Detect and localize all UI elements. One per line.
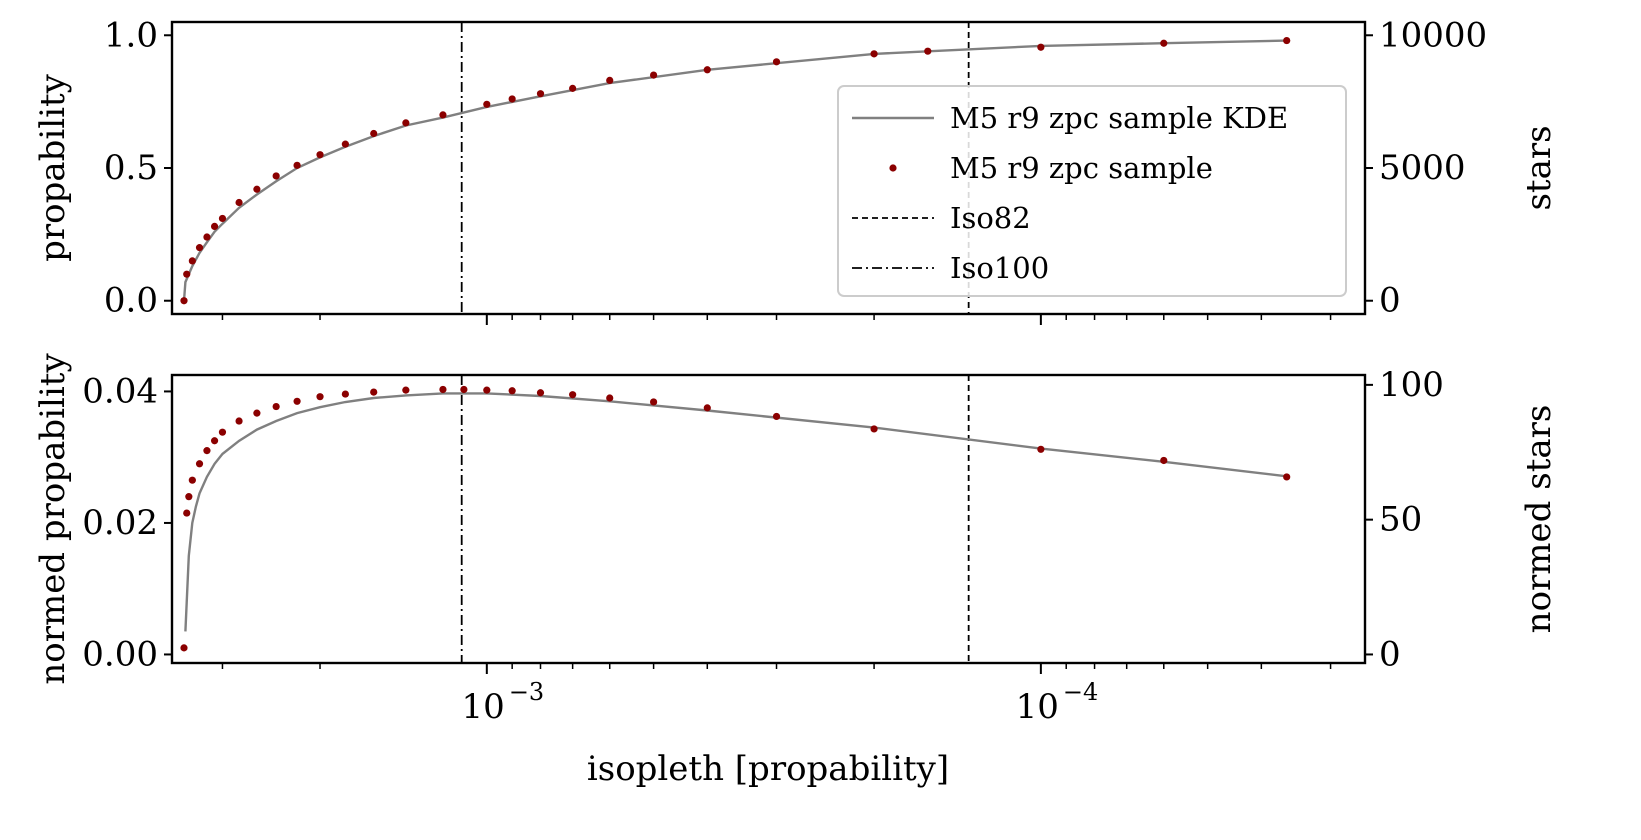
y-axis-right-label: stars (1519, 125, 1559, 210)
sample-point (649, 71, 658, 79)
legend-label: M5 r9 zpc sample KDE (950, 101, 1288, 135)
sample-point (1283, 36, 1291, 45)
ytick-label: 0.04 (82, 371, 158, 411)
ytick-label: 0.00 (82, 634, 158, 674)
sample-point (218, 428, 227, 436)
sample-point (439, 111, 447, 119)
sample-point (195, 460, 204, 468)
sample-point (649, 398, 658, 406)
ytick-right-label: 100 (1379, 365, 1444, 405)
ytick-right-label: 0 (1379, 634, 1401, 674)
y-axis-label: propability (33, 73, 73, 262)
ytick-label: 1.0 (104, 15, 158, 55)
sample-point (1037, 43, 1045, 51)
sample-point (460, 385, 468, 394)
sample-point (402, 119, 410, 127)
xtick-label: 10 (1016, 687, 1059, 727)
sample-point (772, 412, 781, 421)
sample-point (218, 214, 227, 223)
sample-point (703, 66, 711, 74)
sample-point (870, 425, 878, 433)
sample-point (569, 391, 577, 399)
sample-point (180, 297, 188, 305)
sample-point (188, 257, 196, 265)
sample-point (1160, 456, 1168, 465)
sample-point (703, 404, 711, 412)
xtick-base: 10 (1016, 687, 1059, 727)
xtick-exponent: −4 (1063, 678, 1098, 706)
y-axis-right-label: normed stars (1519, 405, 1559, 634)
sample-point (483, 386, 491, 394)
sample-point (1160, 39, 1168, 47)
kde-line (184, 392, 1287, 632)
ytick-label: 0.02 (82, 503, 158, 543)
legend-marker-dot (889, 164, 897, 172)
sample-point (483, 100, 491, 108)
sample-point (195, 244, 204, 252)
xtick-base: 10 (462, 687, 505, 727)
x-axis-label: isopleth [propability] (587, 749, 949, 789)
sample-point (569, 84, 577, 92)
sample-point (293, 161, 301, 169)
xtick-label: 10 (462, 687, 505, 727)
sample-point (1283, 473, 1291, 481)
sample-point (293, 397, 301, 405)
sample-point (536, 389, 545, 397)
top-panel: 0.0 0.5 1.0 0 5000 10000 propability stars (33, 15, 1559, 325)
y-axis-label: normed propability (33, 353, 73, 685)
sample-point (253, 409, 261, 417)
ytick-right-label: 0 (1379, 281, 1401, 321)
bottom-panel: 0.00 0.02 0.04 0 50 100 normed propability norm… (33, 353, 1559, 789)
sample-point (370, 129, 378, 138)
ytick-label: 0.5 (104, 148, 158, 188)
sample-point (536, 90, 545, 98)
sample-point (183, 270, 191, 278)
sample-point (370, 388, 378, 396)
sample-point (316, 393, 324, 401)
sample-point (606, 394, 614, 402)
sample-point (235, 198, 243, 207)
sample-point (402, 386, 410, 394)
sample-point (772, 58, 781, 66)
legend-label: M5 r9 zpc sample (950, 151, 1213, 185)
sample-point (210, 222, 219, 230)
legend-box (837, 85, 1347, 297)
xtick-exponent: −3 (509, 678, 544, 706)
axes-frame (170, 373, 1367, 665)
ytick-label: 0.0 (104, 281, 158, 321)
sample-point (439, 385, 447, 394)
sample-point (183, 509, 191, 517)
ytick-right-label: 50 (1379, 500, 1422, 540)
sample-point (924, 47, 932, 55)
sample-point (180, 644, 188, 652)
ytick-right-label: 5000 (1379, 148, 1466, 188)
legend: M5 r9 zpc sample KDE M5 r9 zpc sample Iso8… (837, 85, 1347, 297)
sample-point (341, 140, 349, 148)
sample-point (188, 476, 196, 484)
sample-point (272, 402, 280, 411)
legend-label: Iso100 (950, 251, 1049, 285)
sample-point (253, 185, 261, 193)
sample-point (185, 493, 193, 501)
sample-point (1037, 445, 1045, 453)
sample-point (870, 50, 878, 58)
ytick-right-label: 10000 (1379, 15, 1487, 55)
sample-point (508, 95, 516, 103)
legend-label: Iso82 (950, 201, 1031, 235)
sample-point (341, 390, 349, 398)
sample-point (210, 437, 219, 445)
sample-point (606, 76, 614, 84)
sample-point (203, 233, 211, 241)
sample-point (235, 417, 243, 425)
sample-point (508, 387, 516, 395)
sample-point (272, 172, 280, 180)
sample-point (316, 151, 324, 159)
kde-line (182, 39, 1287, 301)
sample-point (203, 447, 211, 455)
